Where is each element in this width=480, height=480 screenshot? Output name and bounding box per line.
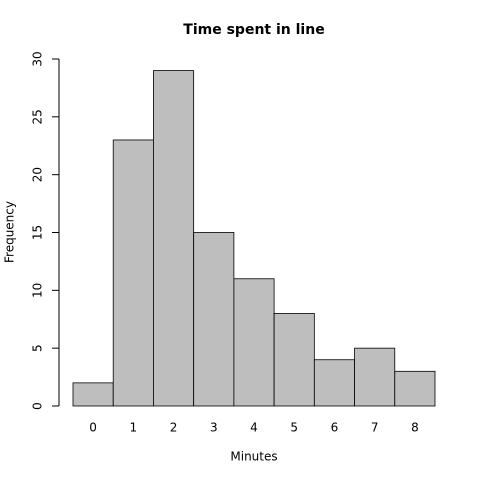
y-tick-label: 20 xyxy=(31,167,45,182)
bar xyxy=(233,278,275,407)
x-tick-label: 0 xyxy=(89,421,97,435)
chart-title: Time spent in line xyxy=(183,22,324,38)
x-axis-label: Minutes xyxy=(230,450,277,464)
y-tick-label: 25 xyxy=(31,109,45,124)
x-tick-label: 2 xyxy=(170,421,178,435)
y-tick-label: 0 xyxy=(31,402,45,410)
bar xyxy=(153,70,195,407)
x-tick-label: 8 xyxy=(411,421,419,435)
x-tick-label: 1 xyxy=(130,421,138,435)
y-tick-label: 5 xyxy=(31,344,45,352)
y-axis-label: Frequency xyxy=(3,201,17,263)
bar xyxy=(112,139,154,407)
bar xyxy=(72,382,114,407)
y-tick-label: 30 xyxy=(31,51,45,66)
y-tick-label: 10 xyxy=(31,283,45,298)
x-tick-label: 3 xyxy=(210,421,218,435)
bar xyxy=(354,347,396,407)
bar xyxy=(313,359,355,407)
y-tick-label: 15 xyxy=(31,225,45,240)
x-tick-label: 5 xyxy=(290,421,298,435)
x-tick-label: 7 xyxy=(371,421,379,435)
x-tick-label: 4 xyxy=(250,421,258,435)
bar xyxy=(193,232,235,407)
bar xyxy=(273,313,315,407)
bar xyxy=(394,370,436,407)
x-tick-label: 6 xyxy=(331,421,339,435)
